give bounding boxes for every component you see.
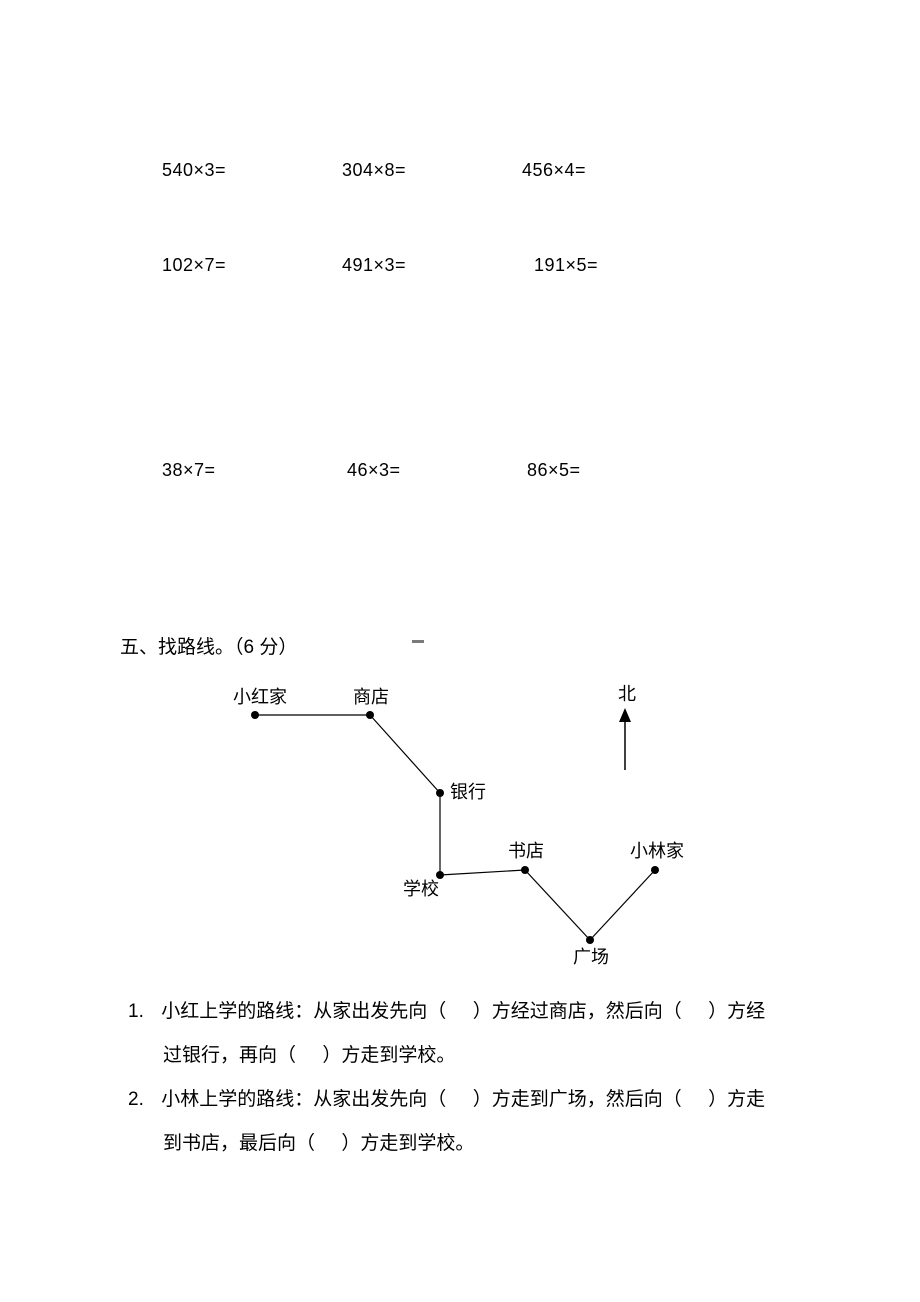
node-bank xyxy=(436,789,444,797)
node-shop xyxy=(366,711,374,719)
eq-1-1: 540×3= xyxy=(162,160,226,181)
node-plaza xyxy=(586,936,594,944)
label-xiaohong: 小红家 xyxy=(233,687,287,707)
diagram-labels: 小红家 商店银行学校 书店广场 小林家 xyxy=(233,687,684,967)
route-svg: 小红家 商店银行学校 书店广场 小林家 北 xyxy=(225,685,705,975)
page-marker xyxy=(412,640,424,643)
eq-2-2: 491×3= xyxy=(342,255,406,276)
eq-3-2: 46×3= xyxy=(347,460,401,481)
eq-3-1: 38×7= xyxy=(162,460,216,481)
eq-2-3: 191×5= xyxy=(534,255,598,276)
edge-bookstore-plaza xyxy=(525,870,590,940)
node-school xyxy=(436,871,444,879)
q2-text-2b: ）方走到学校。 xyxy=(341,1133,474,1154)
q1-text-1a: 小红上学的路线：从家出发先向（ xyxy=(161,1001,446,1022)
q1-text-2a: 过银行，再向（ xyxy=(163,1045,296,1066)
node-xiaolin xyxy=(651,866,659,874)
eq-1-2: 304×8= xyxy=(342,160,406,181)
equation-row-2: 102×7= 491×3= 191×5= xyxy=(162,255,226,276)
q2-text-1b: ）方走到广场，然后向（ xyxy=(473,1089,682,1110)
equation-row-3: 38×7= 46×3= 86×5= xyxy=(162,460,216,481)
q2-text-1c: ）方走 xyxy=(708,1089,765,1110)
diagram-edges xyxy=(255,715,655,940)
edge-shop-bank xyxy=(370,715,440,793)
edge-plaza-xiaolin xyxy=(590,870,655,940)
q2-text-1a: 小林上学的路线：从家出发先向（ xyxy=(161,1089,446,1110)
label-shop: 商店 xyxy=(353,687,389,707)
eq-1-3: 456×4= xyxy=(522,160,586,181)
q2-text-2a: 到书店，最后向（ xyxy=(163,1133,315,1154)
eq-2-1: 102×7= xyxy=(162,255,226,276)
compass-label: 北 xyxy=(618,684,636,704)
route-diagram: 小红家 商店银行学校 书店广场 小林家 北 xyxy=(225,685,705,975)
q1-text-2b: ）方走到学校。 xyxy=(322,1045,455,1066)
node-bookstore xyxy=(521,866,529,874)
equation-row-1: 540×3= 304×8= 456×4= xyxy=(162,160,226,181)
q1-number: 1. xyxy=(128,990,156,1034)
edge-school-bookstore xyxy=(440,870,525,875)
label-xiaolin: 小林家 xyxy=(630,841,684,861)
section-5-title: 五、找路线。（6 分） xyxy=(120,632,297,659)
label-bookstore: 书店 xyxy=(508,841,544,861)
q1-text-1c: ）方经 xyxy=(708,1001,765,1022)
eq-3-3: 86×5= xyxy=(527,460,581,481)
diagram-nodes xyxy=(251,711,659,944)
q1-text-1b: ）方经过商店，然后向（ xyxy=(473,1001,682,1022)
q2-number: 2. xyxy=(128,1078,156,1122)
label-school: 学校 xyxy=(403,879,439,899)
label-plaza: 广场 xyxy=(573,947,609,967)
node-xiaohong xyxy=(251,711,259,719)
question-1: 1. 小红上学的路线：从家出发先向（ ）方经过商店，然后向（ ）方经 过银行，再… xyxy=(128,990,790,1077)
compass: 北 xyxy=(618,684,636,770)
label-bank: 银行 xyxy=(450,782,486,802)
compass-arrowhead-icon xyxy=(619,708,631,722)
question-2: 2. 小林上学的路线：从家出发先向（ ）方走到广场，然后向（ ）方走 到书店，最… xyxy=(128,1078,790,1165)
